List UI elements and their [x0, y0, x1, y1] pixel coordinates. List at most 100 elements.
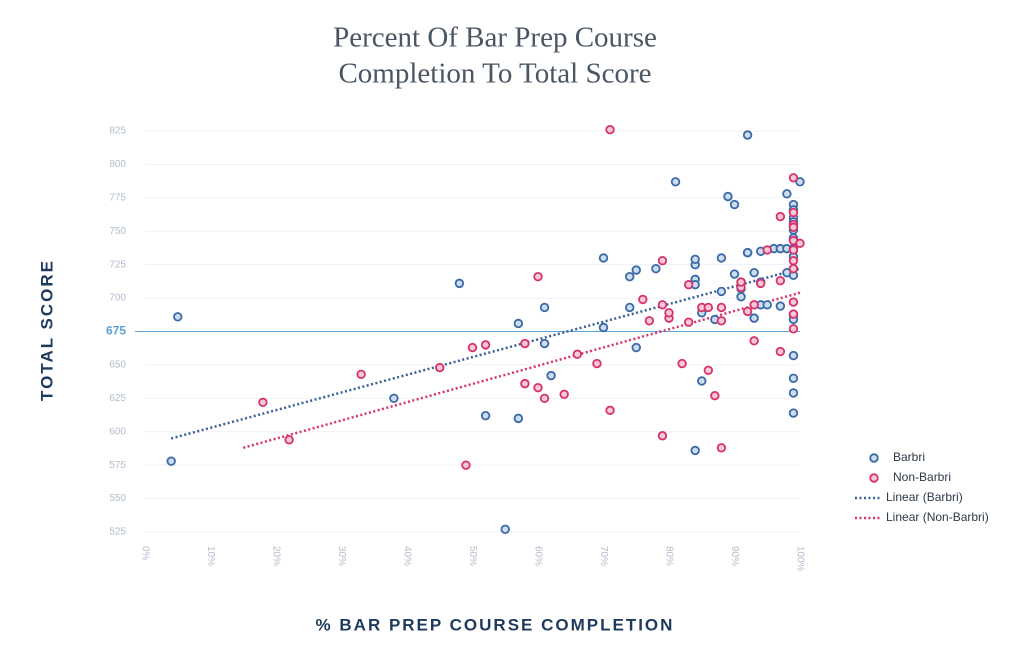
x-tick-label: 90% — [729, 546, 740, 566]
y-tick-label: 625 — [109, 393, 126, 404]
y-tick-label: 675 — [106, 324, 126, 338]
data-point — [461, 460, 471, 470]
data-point — [749, 300, 759, 310]
data-point — [605, 405, 615, 416]
data-point — [467, 342, 478, 353]
data-point — [723, 191, 733, 202]
trendline — [170, 267, 801, 440]
data-point — [166, 456, 176, 466]
data-point — [539, 393, 550, 404]
data-point — [520, 378, 530, 389]
data-point — [598, 322, 609, 333]
data-point — [572, 349, 582, 359]
legend-label: Linear (Barbri) — [886, 490, 963, 504]
data-point — [690, 254, 700, 265]
data-point — [435, 362, 445, 373]
data-point — [775, 301, 786, 311]
data-point — [657, 300, 668, 310]
data-point — [356, 369, 366, 379]
legend-label: Barbri — [893, 450, 925, 464]
data-point — [788, 255, 799, 266]
data-point — [173, 312, 183, 322]
data-point — [788, 350, 799, 361]
data-point — [258, 397, 268, 408]
data-point — [729, 199, 740, 210]
data-point — [533, 382, 543, 393]
data-point — [775, 346, 786, 357]
data-point — [683, 317, 694, 327]
data-point — [710, 390, 720, 401]
x-axis-title: % BAR PREP COURSE COMPLETION — [316, 615, 675, 634]
data-point — [480, 411, 491, 421]
y-tick-label: 550 — [109, 493, 126, 504]
x-tick-label: 70% — [598, 546, 609, 566]
chart-title: Completion To Total Score — [338, 58, 651, 90]
data-point — [638, 294, 648, 305]
data-point — [598, 253, 609, 263]
legend-label: Non-Barbri — [893, 470, 951, 484]
data-point — [716, 316, 727, 326]
data-point — [651, 263, 661, 274]
x-tick-label: 30% — [336, 546, 347, 566]
data-point — [284, 435, 294, 445]
x-tick-label: 20% — [270, 546, 281, 566]
y-tick-label: 725 — [109, 259, 126, 270]
legend-marker — [869, 453, 879, 463]
y-tick-label: 775 — [109, 192, 126, 203]
data-point — [690, 445, 700, 456]
data-point — [729, 269, 740, 279]
data-point — [775, 211, 786, 222]
data-point — [625, 302, 635, 313]
chart-title: Percent Of Bar Prep Course — [333, 22, 657, 54]
data-point — [788, 222, 799, 232]
data-point — [788, 297, 799, 307]
data-point — [788, 207, 799, 218]
x-tick-label: 0% — [139, 546, 150, 561]
data-point — [533, 271, 543, 282]
data-point — [539, 302, 550, 313]
data-point — [788, 373, 799, 383]
data-point — [716, 302, 727, 313]
data-point — [631, 342, 641, 353]
data-point — [795, 177, 805, 187]
x-tick-label: 50% — [467, 546, 478, 566]
data-point — [664, 308, 674, 318]
data-point — [749, 336, 759, 346]
data-point — [742, 247, 753, 258]
data-point — [703, 365, 713, 375]
data-point — [788, 388, 799, 398]
data-point — [546, 370, 556, 381]
data-point — [775, 276, 786, 286]
x-tick-label: 10% — [205, 546, 216, 566]
data-point — [788, 309, 799, 319]
x-tick-label: 40% — [401, 546, 412, 566]
data-point — [657, 255, 668, 266]
data-point — [716, 253, 727, 263]
data-point — [480, 340, 491, 350]
data-point — [703, 302, 713, 313]
data-point — [644, 316, 655, 326]
data-point — [697, 376, 707, 386]
data-point — [742, 130, 753, 140]
data-point — [788, 324, 799, 334]
data-point — [736, 277, 746, 287]
trendline — [242, 291, 801, 449]
data-point — [670, 177, 681, 187]
data-point — [762, 300, 772, 310]
y-tick-label: 650 — [109, 360, 126, 371]
data-point — [742, 306, 753, 317]
data-point — [513, 413, 524, 424]
data-point — [605, 124, 615, 135]
data-point — [756, 278, 766, 289]
y-tick-label: 825 — [109, 126, 126, 137]
y-tick-label: 575 — [109, 460, 126, 471]
y-tick-label: 525 — [109, 527, 126, 538]
y-axis-title: TOTAL SCORE — [37, 259, 56, 401]
x-tick-label: 80% — [663, 546, 674, 566]
data-point — [788, 173, 799, 183]
data-point — [500, 524, 510, 535]
y-tick-label: 800 — [109, 159, 126, 170]
data-point — [513, 318, 524, 329]
data-point — [559, 389, 569, 400]
